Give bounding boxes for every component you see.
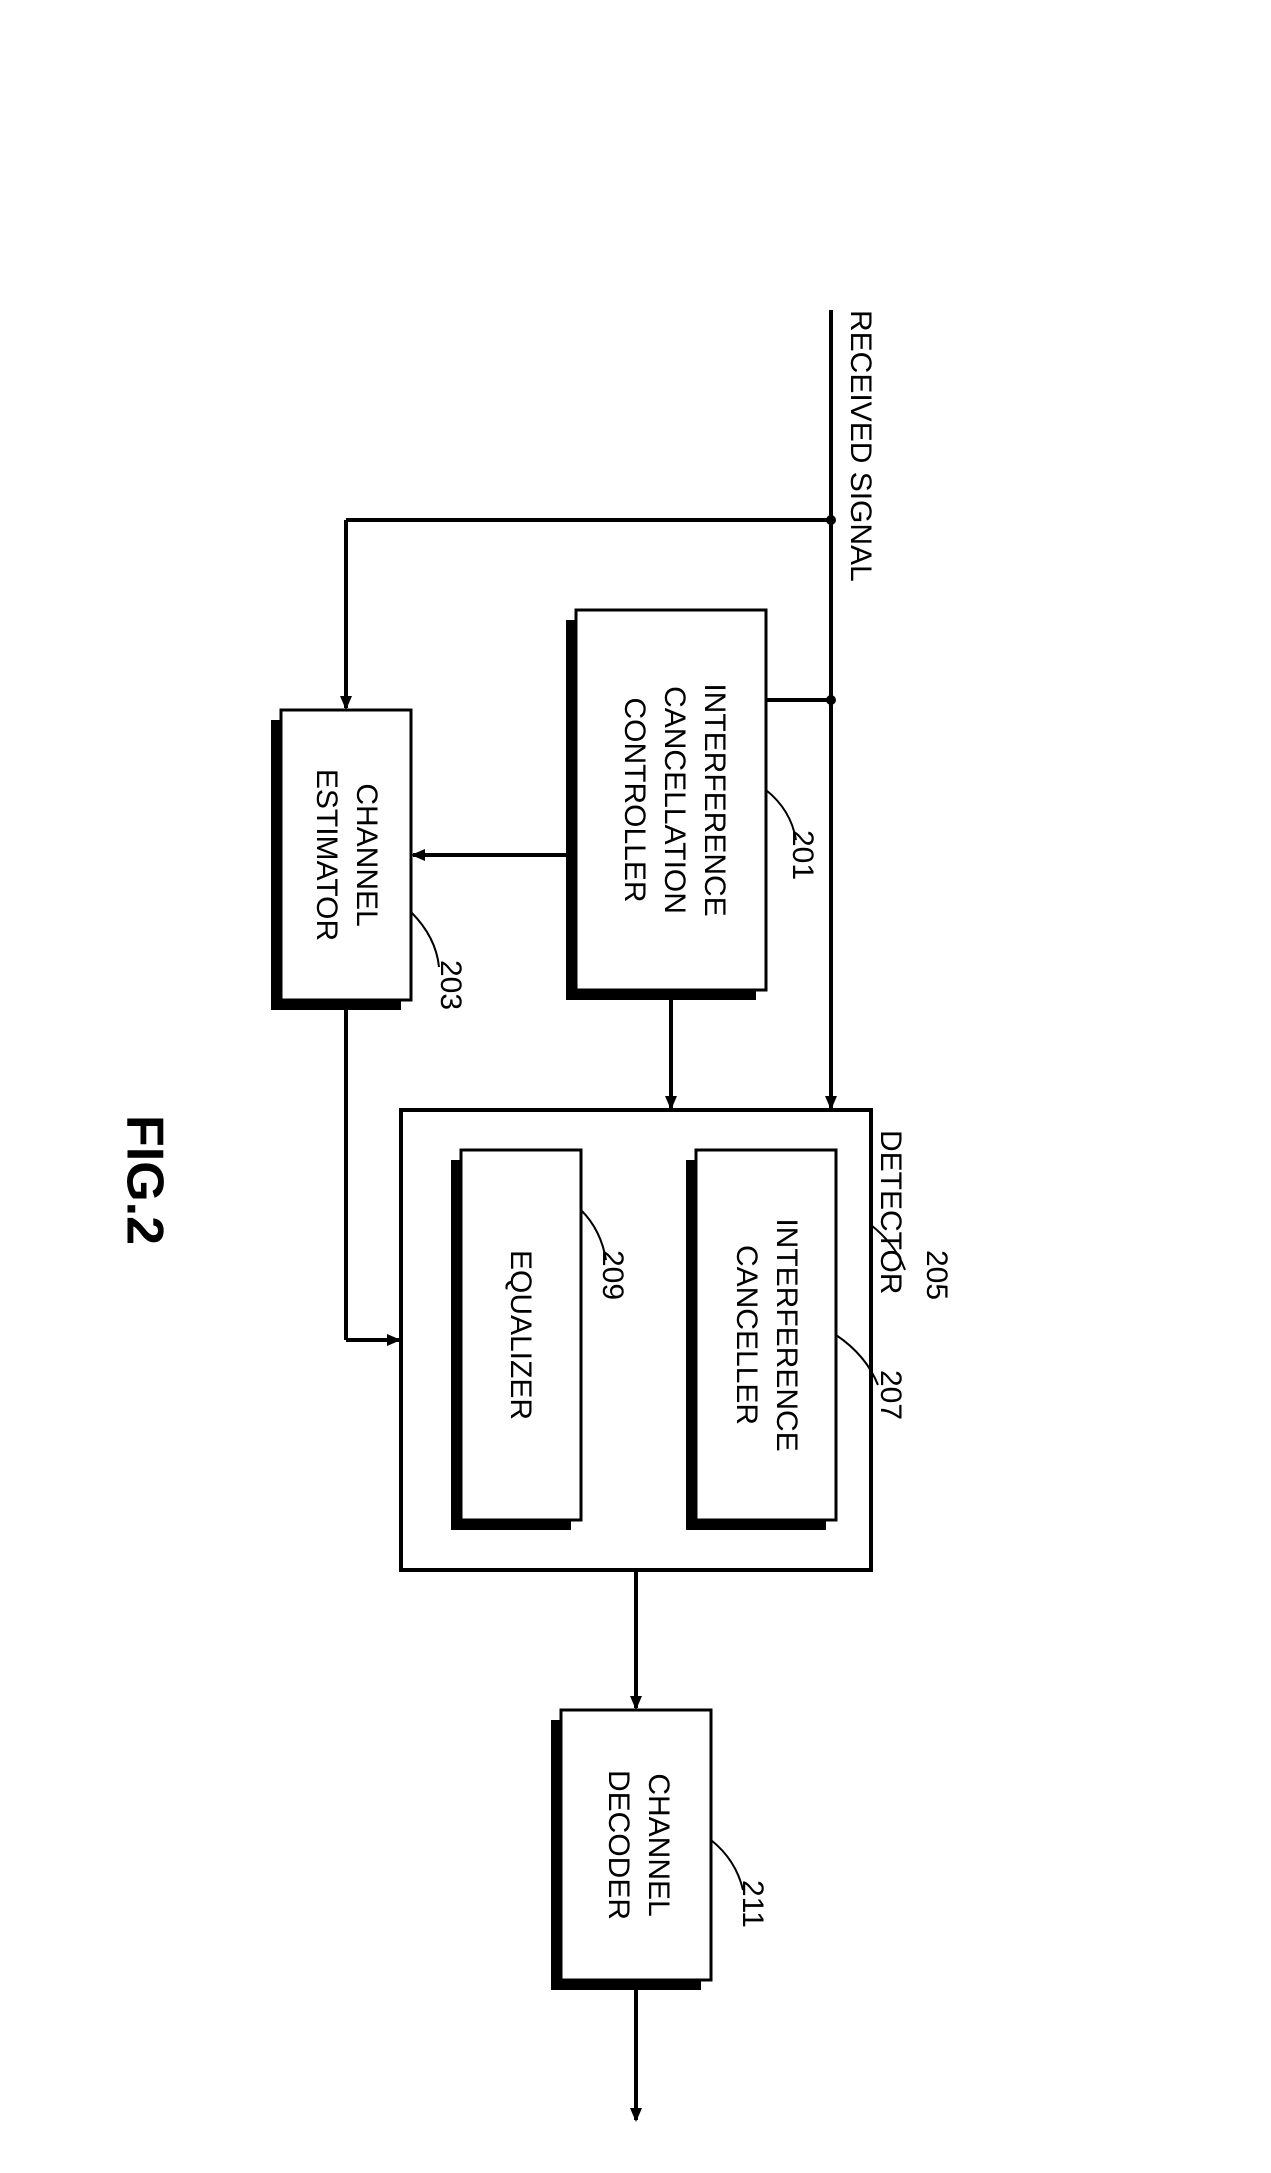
- detector-block: DETECTOR 205 INTERFERENCE CANCELLER 207 …: [401, 1110, 953, 1570]
- icc-line3: CONTROLLER: [618, 697, 651, 902]
- channel-decoder-line1: CHANNEL: [642, 1773, 675, 1916]
- detector-ref: 205: [920, 1250, 953, 1300]
- channel-estimator-line1: CHANNEL: [350, 783, 383, 926]
- channel-estimator-ref: 203: [434, 960, 467, 1010]
- channel-decoder-line2: DECODER: [602, 1770, 635, 1920]
- detector-title: DETECTOR: [874, 1130, 907, 1294]
- interference-canceller-line1: INTERFERENCE: [770, 1218, 803, 1451]
- channel-decoder-block: CHANNEL DECODER 211: [551, 1710, 769, 1990]
- interference-canceller-ref: 207: [874, 1370, 907, 1420]
- interference-canceller-block: INTERFERENCE CANCELLER 207: [686, 1150, 907, 1530]
- channel-estimator-block: CHANNEL ESTIMATOR 203: [271, 710, 467, 1010]
- equalizer-ref: 209: [596, 1250, 629, 1300]
- diagram-canvas: DETECTOR 205 INTERFERENCE CANCELLER 207 …: [0, 0, 1271, 2173]
- equalizer-label: EQUALIZER: [504, 1250, 537, 1420]
- icc-line2: CANCELLATION: [658, 686, 691, 914]
- icc-line1: INTERFERENCE: [698, 683, 731, 916]
- interference-canceller-line2: CANCELLER: [730, 1245, 763, 1425]
- received-signal-label: RECEIVED SIGNAL: [844, 310, 877, 582]
- icc-ref: 201: [786, 830, 819, 880]
- icc-block: INTERFERENCE CANCELLATION CONTROLLER 201: [566, 610, 819, 1000]
- channel-estimator-line2: ESTIMATOR: [310, 769, 343, 941]
- rotated-content: DETECTOR 205 INTERFERENCE CANCELLER 207 …: [115, 310, 953, 2120]
- channel-decoder-ref: 211: [736, 1880, 769, 1928]
- figure-caption: FIG.2: [115, 1115, 173, 1245]
